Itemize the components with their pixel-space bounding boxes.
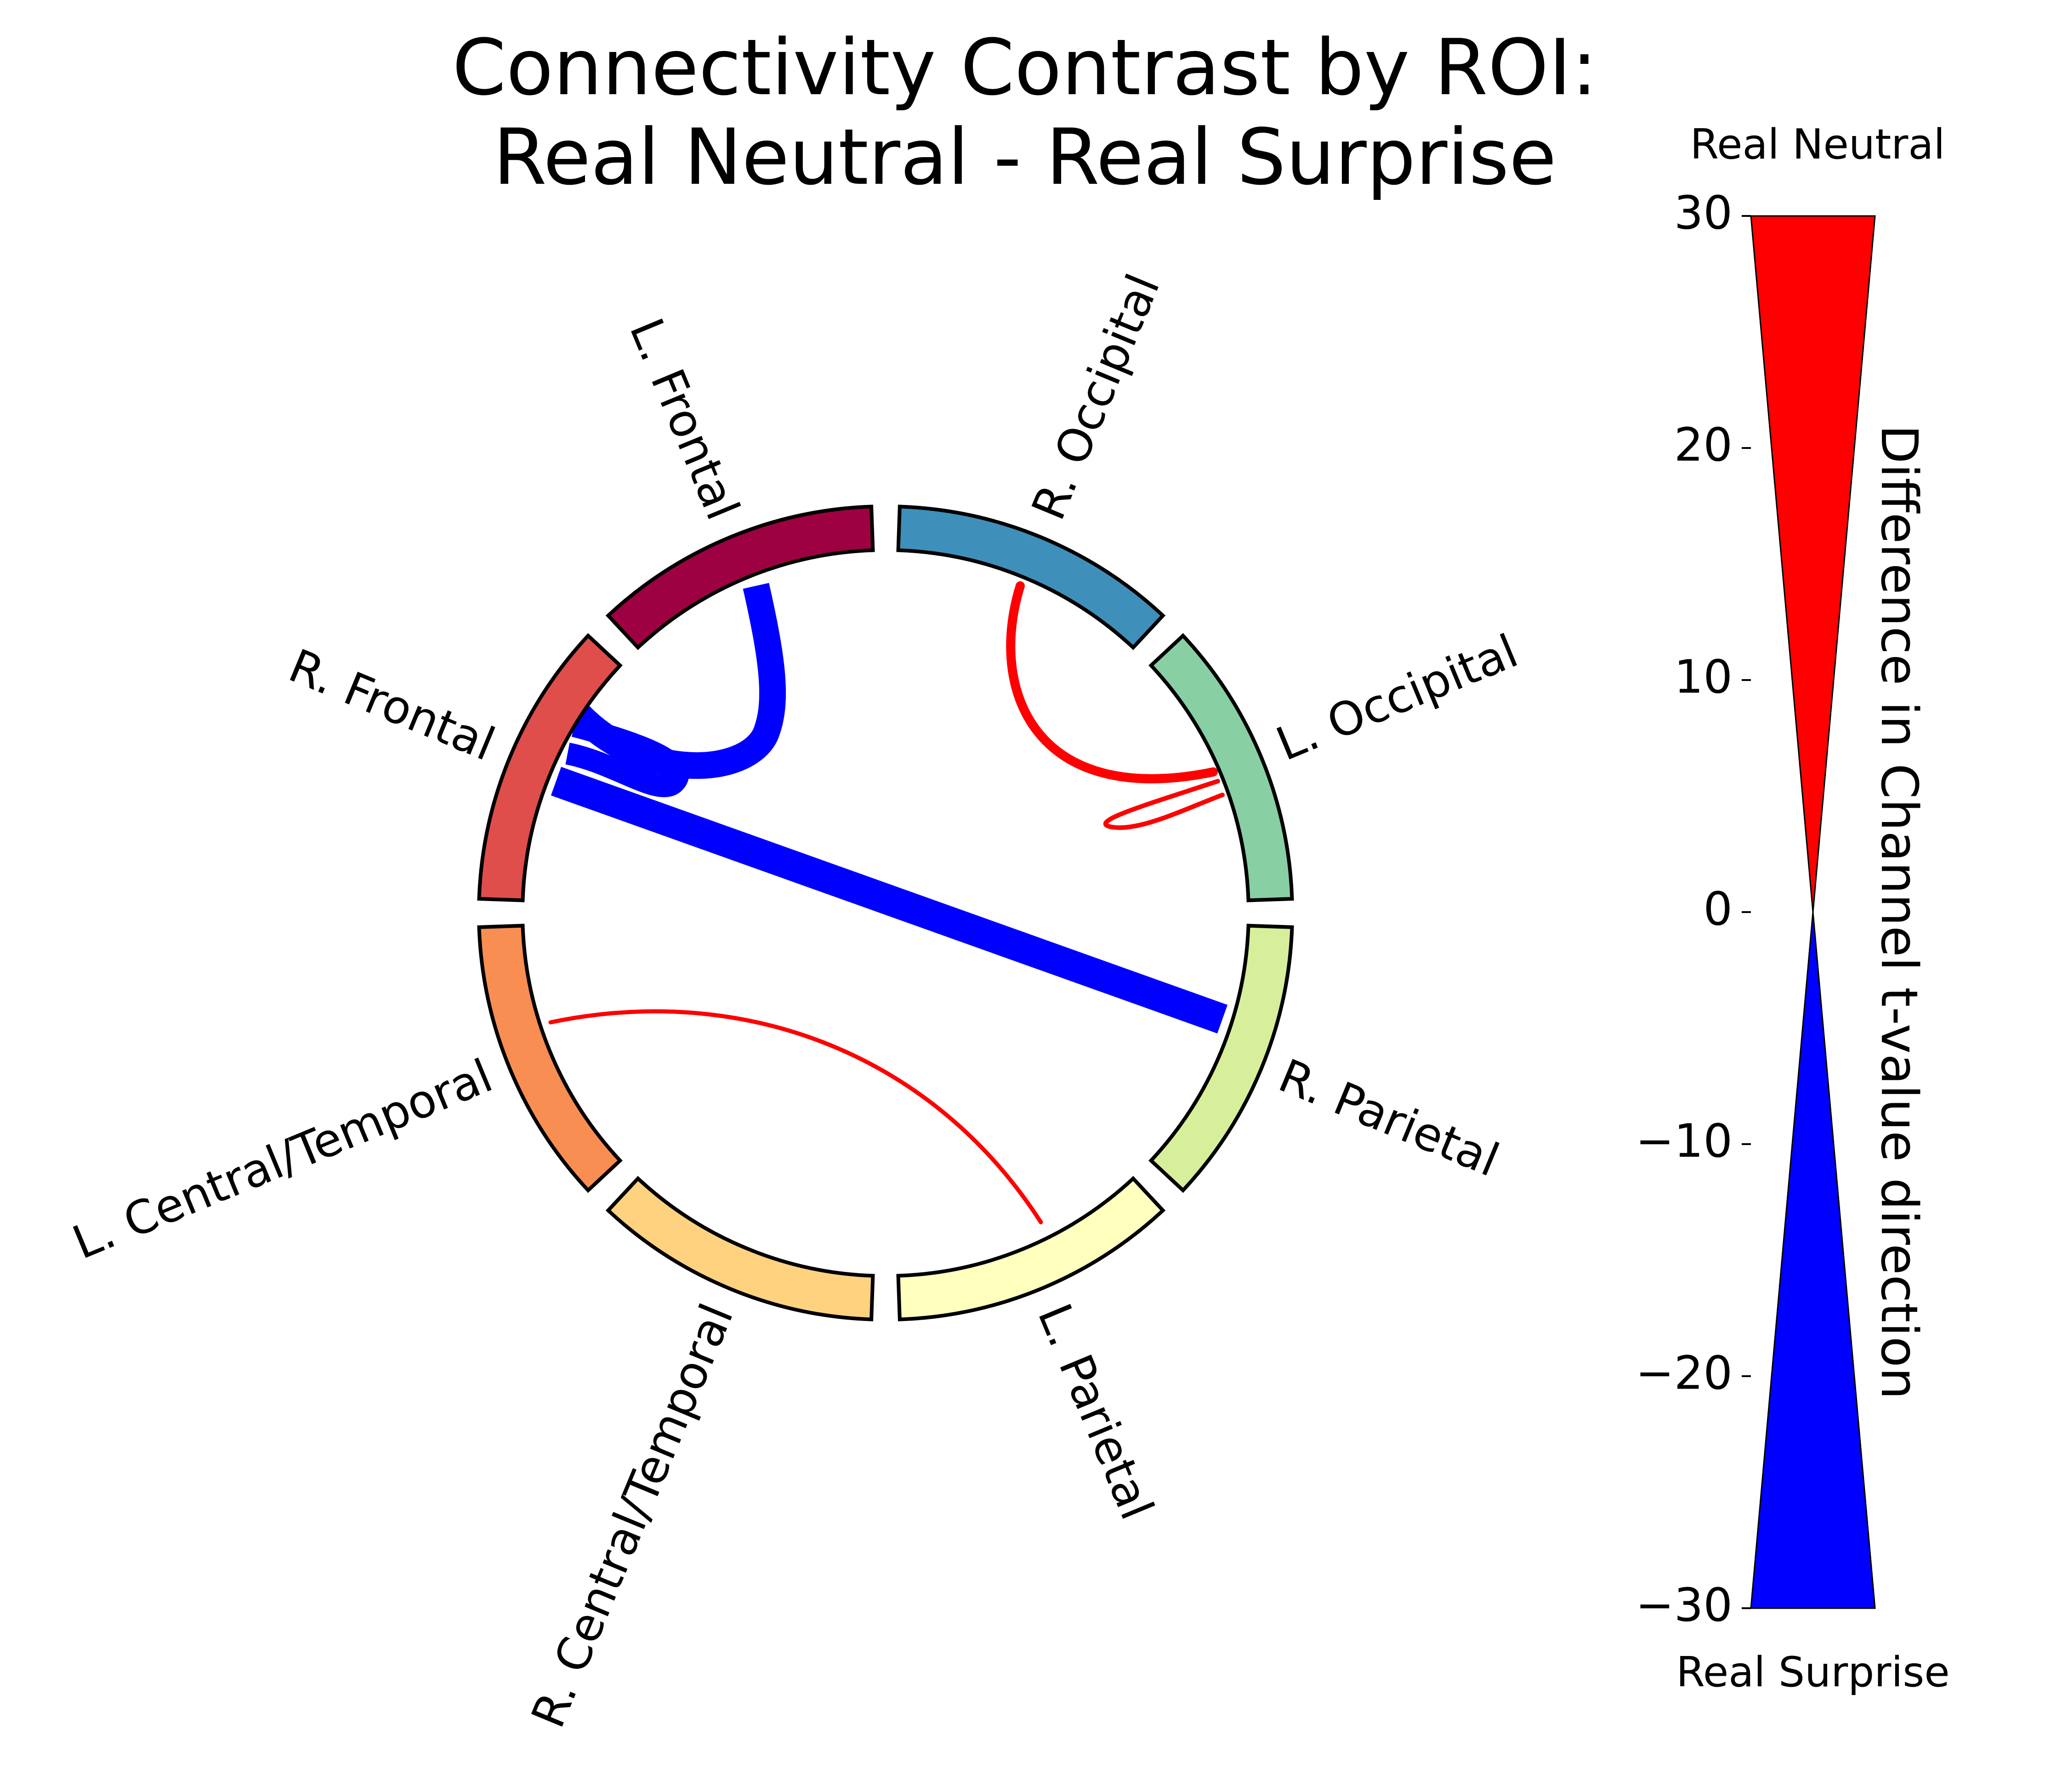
colorbar-top-label: Real Neutral bbox=[1690, 120, 1945, 169]
roi-arc-r-ct bbox=[605, 1176, 875, 1321]
roi-arc-l-par bbox=[896, 1176, 1166, 1321]
roi-arc-l-occ bbox=[1148, 633, 1294, 902]
chord-roccipital-loccipital bbox=[1006, 581, 1218, 783]
colorbar-tick-label: 30 bbox=[1674, 186, 1733, 239]
chord-loccipital-self-loop bbox=[1103, 779, 1225, 830]
roi-label-r-frontal: R. Frontal bbox=[282, 639, 502, 771]
colorbar-tick-label: 0 bbox=[1703, 882, 1733, 936]
roi-arc-r-occ bbox=[896, 505, 1166, 650]
roi-label-l-par: L. Parietal bbox=[1027, 1296, 1164, 1527]
roi-label-l-occ: L. Occipital bbox=[1269, 624, 1525, 771]
colorbar-tick-label: −20 bbox=[1636, 1346, 1733, 1400]
colorbar-tick-label: −30 bbox=[1636, 1578, 1733, 1632]
roi-label-l-ct: L. Central/Temporal bbox=[65, 1049, 500, 1270]
roi-label-r-ct: R. Central/Temporal bbox=[521, 1296, 744, 1735]
colorbar-axis-label: Difference in Channel t-value direction bbox=[1870, 425, 1929, 1399]
roi-arc-ring bbox=[477, 505, 1294, 1321]
roi-label-l-frontal: L. Frontal bbox=[619, 311, 750, 527]
roi-arc-l-frontal bbox=[605, 505, 875, 650]
colorbar-negative-wedge bbox=[1750, 912, 1876, 1609]
colorbar-positive-wedge bbox=[1750, 215, 1876, 913]
colorbar-tick-label: 20 bbox=[1674, 418, 1733, 471]
roi-label-group: L. Frontal R. Occipital L. Occipital R. Par… bbox=[65, 267, 1525, 1735]
chord-lcentral-lparietal bbox=[548, 1009, 1043, 1225]
chord-rfrontal-rparietal bbox=[551, 766, 1228, 1034]
colorbar: Real Neutral 30 20 10 0 −10 −20 −30 Real Surpr… bbox=[1636, 120, 1950, 1696]
roi-label-r-par: R. Parietal bbox=[1272, 1049, 1507, 1187]
roi-label-r-occ: R. Occipital bbox=[1021, 267, 1170, 527]
connection-chords bbox=[548, 581, 1228, 1225]
roi-arc-l-ct bbox=[477, 924, 623, 1193]
colorbar-tick-label: −10 bbox=[1636, 1114, 1733, 1168]
colorbar-tick-label: 10 bbox=[1674, 650, 1733, 703]
chart-title-line-2: Real Neutral - Real Surprise bbox=[493, 112, 1557, 202]
chord-rfrontal-self-loop bbox=[565, 715, 689, 797]
chart-title-line-1: Connectivity Contrast by ROI: bbox=[452, 23, 1597, 113]
roi-arc-r-par bbox=[1148, 924, 1294, 1193]
roi-arc-r-frontal bbox=[477, 633, 623, 902]
colorbar-ticks: 30 20 10 0 −10 −20 −30 bbox=[1636, 186, 1751, 1632]
colorbar-bottom-label: Real Surprise bbox=[1676, 1648, 1949, 1696]
